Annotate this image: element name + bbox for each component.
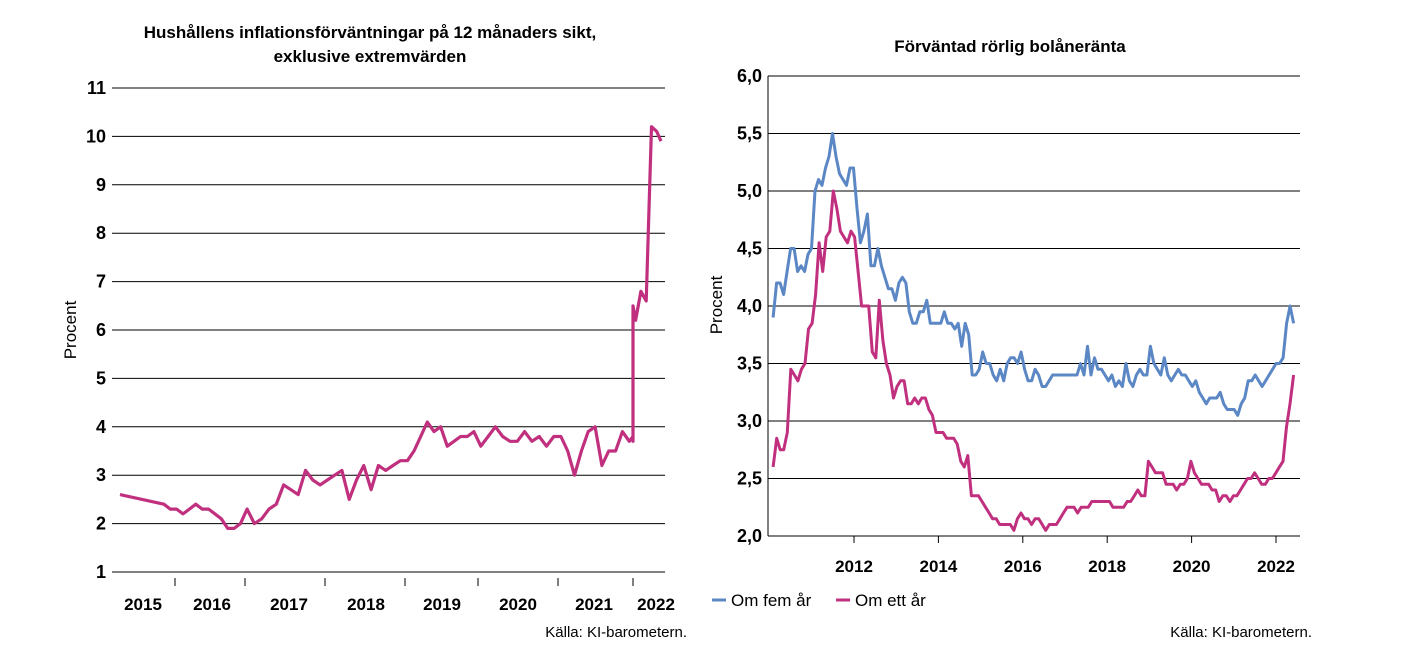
left-x-tick-label: 2015 — [124, 595, 162, 614]
left-x-tick-label: 2019 — [423, 595, 461, 614]
right-y-axis-label: Procent — [707, 275, 726, 334]
left-x-tick-label: 2021 — [575, 595, 613, 614]
left-y-tick-label: 3 — [96, 465, 106, 485]
right-y-tick-label: 2,0 — [737, 526, 762, 546]
right-x-tick-label: 2022 — [1257, 557, 1295, 576]
right-x-tick-label: 2018 — [1088, 557, 1126, 576]
right-y-tick-label: 3,5 — [737, 354, 762, 374]
right-series-line-om-fem-ar — [771, 132, 1296, 417]
left-y-axis-label: Procent — [61, 300, 80, 359]
right-y-tick-label: 2,5 — [737, 469, 762, 489]
right-series-line-om-ett-ar — [771, 189, 1296, 532]
right-y-tick-label: 6,0 — [737, 66, 762, 86]
left-y-tick-label: 11 — [87, 78, 106, 98]
left-x-tick-label: 2018 — [347, 595, 385, 614]
left-chart-subtitle: exklusive extremvärden — [274, 47, 467, 66]
right-x-tick-label: 2016 — [1004, 557, 1042, 576]
left-chart-title: Hushållens inflationsförväntningar på 12… — [144, 23, 597, 42]
left-x-tick-label: 2017 — [270, 595, 308, 614]
right-x-tick-label: 2012 — [835, 557, 873, 576]
left-y-tick-label: 4 — [96, 417, 106, 437]
left-y-tick-label: 2 — [96, 514, 106, 534]
left-x-tick-label: 2022 — [637, 595, 675, 614]
legend-label-om-ett-ar: Om ett år — [855, 591, 926, 610]
left-y-tick-label: 10 — [86, 126, 106, 146]
left-x-tick-label: 2016 — [193, 595, 231, 614]
left-source-note: Källa: KI-barometern. — [545, 624, 687, 641]
left-y-tick-label: 5 — [96, 368, 106, 388]
left-y-tick-label: 6 — [96, 320, 106, 340]
right-y-tick-label: 5,0 — [737, 181, 762, 201]
left-y-tick-label: 1 — [96, 562, 106, 582]
left-x-tick-label: 2020 — [499, 595, 537, 614]
left-y-tick-label: 8 — [96, 223, 106, 243]
right-source-note: Källa: KI-barometern. — [1170, 624, 1312, 641]
right-x-tick-label: 2014 — [919, 557, 957, 576]
right-chart-title: Förväntad rörlig bolåneränta — [894, 37, 1126, 56]
right-chart-legend: Om fem år Om ett år — [712, 591, 926, 610]
right-chart-plot: 2,0 2,5 3,0 3,5 4,0 4,5 5,0 5,5 6,0 2012 2014 2016 2… — [737, 66, 1300, 576]
left-y-tick-label: 7 — [96, 272, 106, 292]
left-series-line — [119, 125, 663, 531]
right-y-tick-label: 5,5 — [737, 124, 762, 144]
legend-label-om-fem-ar: Om fem år — [731, 591, 812, 610]
right-y-tick-label: 3,0 — [737, 411, 762, 431]
right-y-tick-label: 4,5 — [737, 239, 762, 259]
right-y-tick-label: 4,0 — [737, 296, 762, 316]
left-y-tick-label: 9 — [96, 175, 106, 195]
right-x-tick-label: 2020 — [1173, 557, 1211, 576]
left-chart-plot: 1 2 3 4 5 6 7 8 9 10 11 2015 2016 2017 2018 2019 2020 202… — [86, 78, 675, 614]
